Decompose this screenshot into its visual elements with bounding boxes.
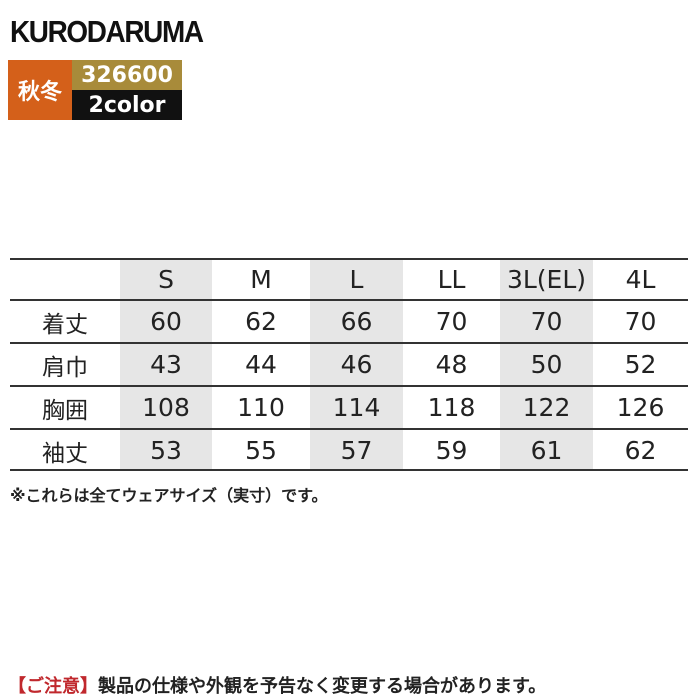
column-shade <box>500 258 593 470</box>
caution-label: 【ご注意】 <box>8 676 98 697</box>
column-header: S <box>158 265 174 294</box>
size-value: 52 <box>624 350 657 379</box>
size-value: 55 <box>245 436 277 465</box>
size-value: 66 <box>340 307 373 336</box>
row-line <box>10 385 688 387</box>
row-label: 着丈 <box>42 311 88 338</box>
size-value: 53 <box>150 436 182 465</box>
size-value: 114 <box>332 393 381 422</box>
size-value: 108 <box>142 393 190 422</box>
footer: 【ご注意】製品の仕様や外観を予告なく変更する場合があります。 <box>8 672 546 698</box>
row-label: 袖丈 <box>42 440 88 467</box>
caution-text: 製品の仕様や外観を予告なく変更する場合があります。 <box>98 676 547 697</box>
size-value: 122 <box>522 393 571 422</box>
product-code: 326600 <box>72 60 182 90</box>
size-value: 59 <box>435 436 468 465</box>
size-value: 44 <box>245 350 277 379</box>
size-value: 48 <box>435 350 468 379</box>
note: ※これらは全てウェアサイズ（実寸）です。 <box>10 486 328 505</box>
size-value: 70 <box>435 307 468 336</box>
size-value: 62 <box>624 436 657 465</box>
row-line <box>10 258 688 260</box>
size-value: 50 <box>530 350 563 379</box>
size-value: 46 <box>340 350 373 379</box>
size-value: 118 <box>427 393 476 422</box>
size-value: 62 <box>245 307 277 336</box>
size-value: 110 <box>237 393 285 422</box>
size-value: 43 <box>150 350 182 379</box>
size-value: 126 <box>616 393 665 422</box>
season-badge: 秋冬 <box>8 60 72 120</box>
color-count: 2color <box>72 90 182 120</box>
brand: KURODARUMA <box>10 14 204 49</box>
column-shade <box>120 258 212 470</box>
size-value: 60 <box>150 307 182 336</box>
row-line <box>10 469 688 471</box>
size-value: 70 <box>624 307 657 336</box>
size-value: 57 <box>340 436 373 465</box>
column-header: 4L <box>625 265 656 294</box>
size-value: 61 <box>530 436 563 465</box>
size-value: 70 <box>530 307 563 336</box>
column-header: M <box>250 265 272 294</box>
row-label: 胸囲 <box>42 397 88 424</box>
column-header: L <box>349 265 364 294</box>
column-shade <box>310 258 403 470</box>
column-header: 3L(EL) <box>506 265 587 294</box>
row-line <box>10 299 688 301</box>
row-label: 肩巾 <box>42 354 88 381</box>
column-header: LL <box>437 265 466 294</box>
row-line <box>10 428 688 430</box>
row-line <box>10 342 688 344</box>
